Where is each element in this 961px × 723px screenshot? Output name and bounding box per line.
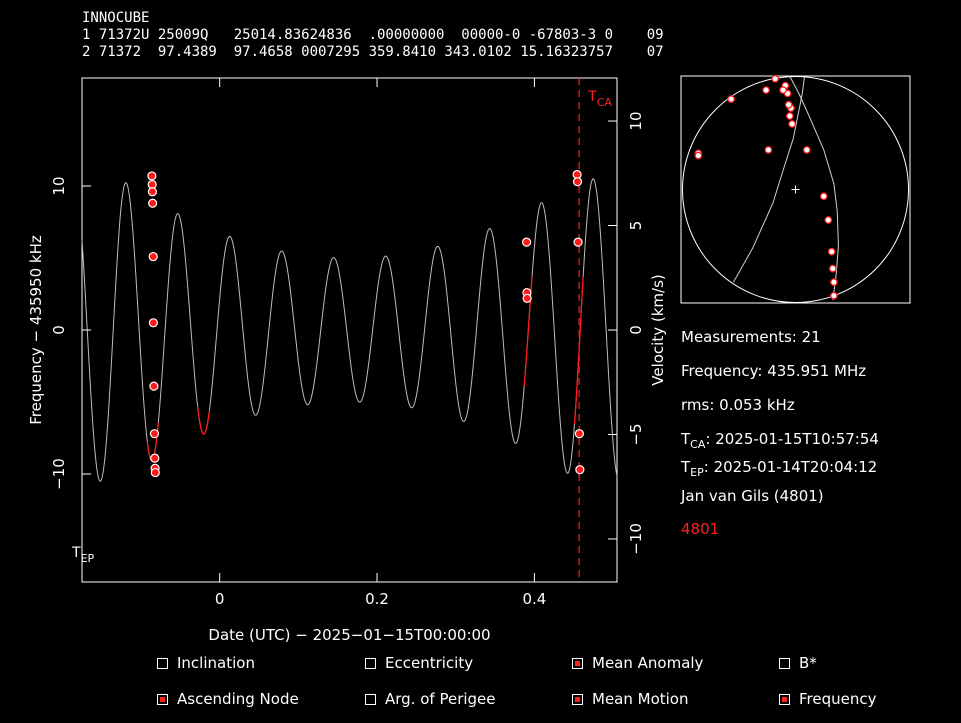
measurement-point — [148, 318, 158, 328]
option-eccentricity[interactable]: Eccentricity — [365, 654, 473, 672]
option-ascending-node[interactable]: Ascending Node — [157, 690, 299, 708]
measurement-point — [575, 465, 585, 475]
option-label: Ascending Node — [177, 690, 299, 708]
option-checkbox[interactable] — [779, 657, 790, 669]
tca-sub: CA — [690, 438, 706, 451]
tep-readout: TEP: 2025-01-14T20:04:12 — [681, 458, 877, 479]
skymap-point — [771, 74, 780, 83]
skymap-point — [784, 100, 793, 109]
measurement-point — [147, 187, 158, 197]
option-label: Mean Motion — [592, 690, 689, 708]
measurement-point — [148, 251, 158, 262]
option-inclination[interactable]: Inclination — [157, 654, 255, 672]
tle-line-1: 1 71372U 25009Q 25014.83624836 .00000000… — [82, 27, 664, 43]
option-label: Mean Anomaly — [592, 654, 704, 672]
measurement-point — [573, 237, 583, 247]
skymap-point — [830, 291, 838, 300]
tep-value: : 2025-01-14T20:04:12 — [703, 458, 878, 476]
y2-tick-label: 10 — [627, 111, 645, 130]
y2-tick-label: 0 — [627, 325, 645, 335]
option-label: Frequency — [799, 690, 877, 708]
x-tick-label: 0.4 — [522, 590, 546, 608]
y2-axis-label: Velocity (km/s) — [649, 274, 667, 385]
skymap-point — [727, 95, 735, 103]
measurement-point — [572, 177, 583, 187]
measurement-point — [574, 429, 584, 439]
measurement-point — [147, 171, 157, 181]
option-frequency[interactable]: Frequency — [779, 690, 877, 708]
skymap-point — [828, 264, 837, 273]
tle-name: INNOCUBE — [82, 10, 150, 26]
y-tick-label: 10 — [50, 176, 68, 195]
option-label: B* — [799, 654, 817, 672]
y2-tick-label: −5 — [627, 423, 645, 445]
y-axis-label: Frequency − 435950 kHz — [27, 235, 45, 425]
skymap-point — [764, 146, 773, 154]
measurement-point — [149, 429, 160, 439]
skymap-point — [827, 247, 836, 256]
tep-label: T — [681, 458, 691, 476]
measurement-point — [148, 198, 158, 208]
option-mean-motion[interactable]: Mean Motion — [572, 690, 689, 708]
option-checkbox[interactable] — [779, 693, 790, 705]
y-tick-label: 0 — [50, 325, 68, 335]
skymap-point — [694, 151, 703, 160]
x-tick-label: 0 — [215, 590, 225, 608]
option-checkbox[interactable] — [157, 657, 168, 669]
x-tick-label: 0.2 — [365, 590, 389, 608]
pass-segment — [197, 406, 211, 435]
measurement-count: Measurements: 21 — [681, 328, 821, 346]
frequency-readout: Frequency: 435.951 MHz — [681, 362, 867, 380]
option-checkbox[interactable] — [365, 657, 376, 669]
skymap-point — [830, 278, 838, 287]
option-mean-anomaly[interactable]: Mean Anomaly — [572, 654, 703, 672]
doppler-model-curve — [81, 178, 618, 482]
option-checkbox[interactable] — [572, 657, 583, 669]
tca-value: : 2025-01-15T10:57:54 — [705, 430, 879, 448]
option-label: Eccentricity — [385, 654, 474, 672]
tca-readout: TCA: 2025-01-15T10:57:54 — [681, 430, 879, 451]
option-label: Arg. of Perigee — [385, 690, 496, 708]
measurement-point — [149, 381, 159, 391]
measurement-point — [150, 467, 160, 478]
measurement-point — [522, 293, 532, 303]
observer-readout: Jan van Gils (4801) — [681, 487, 824, 505]
measurement-point — [522, 237, 532, 247]
tep-sub: EP — [690, 466, 704, 479]
option-checkbox[interactable] — [365, 693, 376, 705]
option-bstar[interactable]: B* — [779, 654, 817, 672]
tca-marker-label: TCA — [587, 89, 612, 109]
skymap-point — [819, 192, 828, 201]
skymap-point — [779, 86, 787, 94]
x-axis-label: Date (UTC) − 2025−01−15T00:00:00 — [208, 626, 490, 644]
station-id: 4801 — [681, 520, 720, 538]
tca-label: T — [681, 430, 691, 448]
option-checkbox[interactable] — [157, 693, 168, 705]
option-label: Inclination — [177, 654, 255, 672]
option-checkbox[interactable] — [572, 693, 583, 705]
tep-marker-label: TEP — [71, 545, 95, 565]
skymap-track — [732, 76, 805, 283]
tle-line-2: 2 71372 97.4389 97.4658 0007295 359.8410… — [82, 44, 664, 60]
rms-readout: rms: 0.053 kHz — [681, 396, 795, 414]
skymap-point — [785, 112, 794, 120]
y2-tick-label: 5 — [627, 221, 645, 231]
y-tick-label: −10 — [50, 458, 68, 490]
skymap-horizon — [682, 76, 909, 303]
skymap-track — [789, 76, 839, 301]
measurement-point — [150, 453, 160, 463]
plot-frame — [81, 77, 618, 583]
skymap-point — [788, 120, 796, 128]
skymap-point — [802, 146, 811, 154]
skymap-point — [824, 216, 833, 224]
skymap-point — [762, 86, 770, 94]
y2-tick-label: −10 — [627, 523, 645, 555]
option-arg-of-perigee[interactable]: Arg. of Perigee — [365, 690, 496, 708]
